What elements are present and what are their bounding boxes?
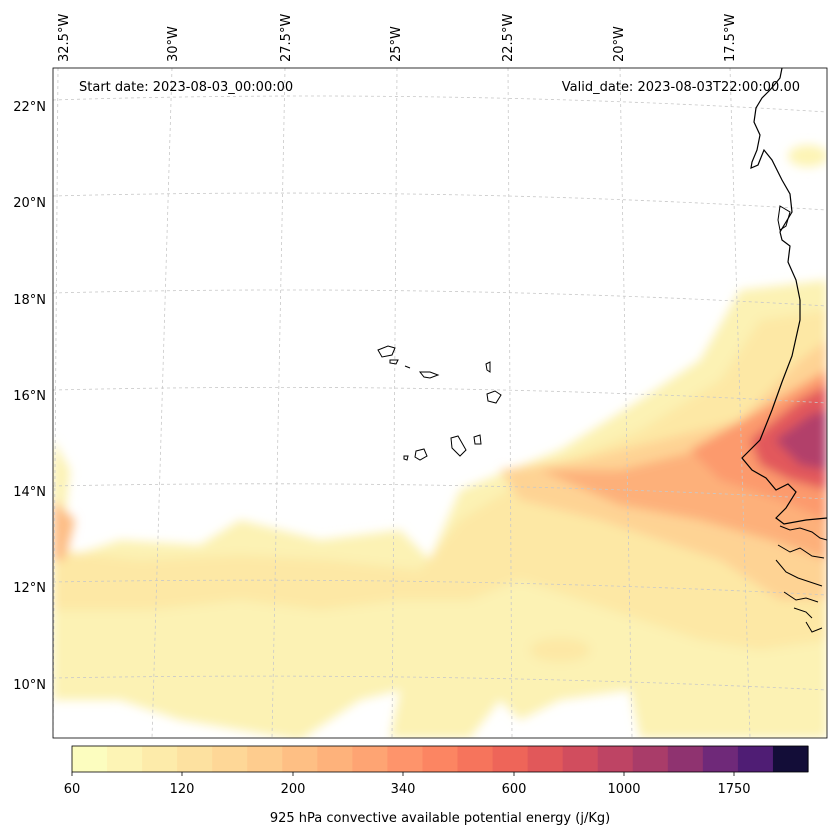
colorbar-cell — [667, 746, 704, 772]
island-sal — [485, 361, 491, 373]
island-sao-vicente — [389, 359, 399, 365]
colorbar-cell — [352, 746, 389, 772]
lat-label-12: 12°N — [13, 581, 46, 596]
cape-blob-south — [210, 628, 390, 672]
valid-date-label: Valid_date: 2023-08-03T22:00:00.00 — [562, 80, 800, 95]
island-santa-luzia — [404, 365, 411, 369]
colorbar-ticks — [71, 772, 735, 776]
guinea-bissau-coastline — [775, 525, 827, 633]
cape-band-60 — [53, 280, 827, 738]
colorbar-tick-label: 120 — [170, 782, 195, 797]
island-sao-nicolau — [418, 371, 440, 379]
gridline-lat-20 — [53, 192, 827, 211]
gridline-lon-20 — [619, 68, 633, 738]
colorbar-cell — [422, 746, 459, 772]
lat-label-18: 18°N — [13, 293, 46, 308]
gridline-lon-32-5 — [53, 68, 59, 738]
gridline-lat-14 — [53, 483, 827, 500]
cape-band-coastal-west — [53, 500, 75, 560]
lon-label-30: 30°W — [166, 26, 181, 62]
island-boa-vista — [486, 390, 502, 404]
lon-label-25: 25°W — [389, 26, 404, 62]
cape-band-120 — [53, 310, 827, 650]
colorbar-tick-label: 1750 — [717, 782, 750, 797]
colorbar-cell — [177, 746, 213, 772]
colorbar-cell — [72, 746, 108, 772]
map-frame — [52, 67, 828, 739]
gridline-lat-18 — [53, 289, 827, 307]
cape-verde-islands — [377, 345, 502, 461]
colorbar-cell — [597, 746, 634, 772]
lat-label-20: 20°N — [13, 196, 46, 211]
colorbar-cell — [317, 746, 353, 772]
longitude-labels: 32.5°W 30°W 27.5°W 25°W 22.5°W 20°W 17.5… — [57, 14, 738, 62]
colorbar-cell — [527, 746, 564, 772]
colorbar-cell — [282, 746, 318, 772]
lon-label-27-5: 27.5°W — [279, 14, 294, 62]
coastline-detail-1 — [777, 205, 791, 231]
gridline-lon-17-5 — [729, 68, 751, 738]
colorbar-cell — [772, 746, 809, 772]
island-fogo — [414, 448, 428, 461]
colorbar-cell — [702, 746, 739, 772]
island-santo-antao — [377, 345, 396, 358]
island-brava — [403, 455, 409, 461]
colorbar-cell — [457, 746, 494, 772]
colorbar-cell — [737, 746, 774, 772]
gridline-lat-16 — [53, 386, 827, 404]
colorbar-cell — [492, 746, 529, 772]
cape-blob-south-east — [530, 638, 590, 662]
lon-label-22-5: 22.5°W — [501, 14, 516, 62]
lon-label-20: 20°W — [612, 26, 627, 62]
colorbar-cell — [247, 746, 283, 772]
gridline-lat-12 — [53, 579, 827, 596]
gridline-lon-22-5 — [507, 68, 513, 738]
colorbar-cell — [212, 746, 248, 772]
colorbar-cell — [632, 746, 669, 772]
colorbar-tick-label: 1000 — [607, 782, 640, 797]
cape-blob-north — [788, 145, 827, 167]
colorbar-cell — [387, 746, 424, 772]
cape-band-1750 — [775, 410, 827, 470]
lat-label-16: 16°N — [13, 389, 46, 404]
latitude-labels: 22°N 20°N 18°N 16°N 14°N 12°N 10°N — [13, 100, 46, 693]
lat-label-22: 22°N — [13, 100, 46, 115]
cape-field — [53, 68, 827, 738]
colorbar-title: 925 hPa convective available potential e… — [270, 811, 610, 826]
lat-label-10: 10°N — [13, 678, 46, 693]
colorbar-tick-label: 340 — [391, 782, 416, 797]
gridline-lat-22 — [53, 95, 827, 113]
island-santiago — [450, 435, 467, 457]
gridline-lon-30 — [151, 68, 173, 738]
gridline-lon-25 — [391, 68, 398, 738]
colorbar-frame — [71, 745, 809, 773]
colorbar-cell — [107, 746, 143, 772]
africa-coastline — [741, 68, 827, 525]
island-maio — [473, 434, 482, 445]
colorbar-tick-label: 200 — [281, 782, 306, 797]
start-date-label: Start date: 2023-08-03_00:00:00 — [79, 80, 293, 95]
colorbar-cell — [562, 746, 599, 772]
colorbar: 60 120 200 340 600 1000 1750 925 hPa con… — [64, 745, 809, 826]
lon-label-17-5: 17.5°W — [723, 14, 738, 62]
colorbar-tick-label: 60 — [64, 782, 81, 797]
gridlines — [53, 68, 827, 738]
gridline-lon-27-5 — [271, 68, 286, 738]
colorbar-cells — [72, 746, 809, 772]
lat-label-14: 14°N — [13, 485, 46, 500]
colorbar-cell — [142, 746, 178, 772]
lon-label-32-5: 32.5°W — [57, 14, 72, 62]
gridline-lat-10 — [53, 675, 827, 691]
colorbar-tick-label: 600 — [502, 782, 527, 797]
